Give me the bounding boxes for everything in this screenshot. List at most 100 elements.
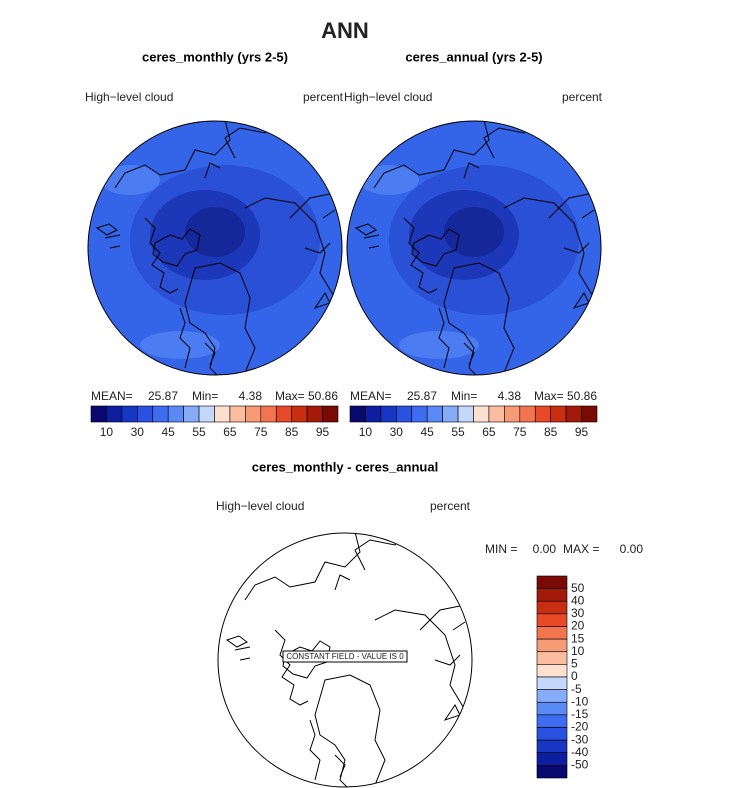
variable-name: High−level cloud xyxy=(85,90,173,104)
colorbar-label: 5 xyxy=(571,657,578,671)
colorbar-box xyxy=(536,638,568,653)
colorbar-box xyxy=(349,405,366,423)
colorbar-box xyxy=(536,701,568,716)
colorbar-box xyxy=(536,626,568,640)
stat-value: 0.00 xyxy=(620,542,644,556)
map-border xyxy=(346,120,602,376)
colorbar-box xyxy=(442,405,459,423)
colorbar-label: -15 xyxy=(571,707,589,721)
colorbar-label: 50 xyxy=(571,581,585,595)
stat-value: 4.38 xyxy=(498,389,522,403)
colorbar-box xyxy=(536,727,568,741)
colorbar-label: 30 xyxy=(131,425,145,439)
units: percent xyxy=(562,90,603,104)
colorbar-box xyxy=(536,752,568,766)
colorbar-box xyxy=(365,405,382,423)
colorbar-box xyxy=(536,765,568,779)
colorbar-box xyxy=(183,405,200,423)
colorbar-box xyxy=(275,405,292,423)
constant-note: CONSTANT FIELD - VALUE IS 0 xyxy=(286,652,404,661)
stat-value: 25.87 xyxy=(407,389,437,403)
colorbar-label: 55 xyxy=(451,425,465,439)
colorbar-box xyxy=(536,651,568,665)
colorbar-box xyxy=(536,689,568,703)
stat-label: MIN = xyxy=(485,542,517,556)
stat-label: Min= xyxy=(451,389,477,403)
colorbar-box xyxy=(322,405,339,423)
colorbar-box xyxy=(306,405,323,423)
map-border xyxy=(217,532,473,788)
colorbar-box xyxy=(536,664,568,678)
colorbar-box xyxy=(121,405,138,423)
panel-subtitle: ceres_monthly (yrs 2-5) xyxy=(142,49,288,64)
colorbar-label: 45 xyxy=(421,425,435,439)
colorbar-label: 20 xyxy=(571,619,585,633)
figure-title: ANN xyxy=(321,18,369,43)
stat-label: MEAN= xyxy=(350,389,392,403)
colorbar-box xyxy=(106,405,123,423)
colorbar-label: 65 xyxy=(482,425,496,439)
colorbar-box xyxy=(581,405,598,423)
panel-subtitle: ceres_monthly - ceres_annual xyxy=(252,459,438,474)
colorbar-label: 65 xyxy=(223,425,237,439)
colorbar-box xyxy=(536,714,568,728)
panel-subtitle: ceres_annual (yrs 2-5) xyxy=(405,49,542,64)
colorbar-box xyxy=(245,405,262,423)
colorbar-box xyxy=(536,575,568,589)
colorbar-box xyxy=(411,405,428,423)
colorbar-label: 10 xyxy=(100,425,114,439)
stat-value: 50.86 xyxy=(567,389,597,403)
colorbar-box xyxy=(380,405,397,423)
colorbar-label: 15 xyxy=(571,631,585,645)
map-field xyxy=(88,121,342,375)
variable-name: High−level cloud xyxy=(344,90,432,104)
stat-label: MEAN= xyxy=(91,389,133,403)
colorbar-label: 75 xyxy=(254,425,268,439)
stat-label: Max= xyxy=(534,389,564,403)
colorbar-label: 30 xyxy=(390,425,404,439)
colorbar-label: -50 xyxy=(571,758,589,772)
colorbar-label: -5 xyxy=(571,682,582,696)
colorbar-box xyxy=(536,600,568,615)
colorbar-box xyxy=(426,405,443,423)
stat-value: 4.38 xyxy=(239,389,263,403)
colorbar-box xyxy=(536,676,568,690)
stat-label: Min= xyxy=(192,389,218,403)
colorbar-box xyxy=(396,405,413,423)
colorbar-box xyxy=(229,405,246,423)
colorbar-label: 10 xyxy=(359,425,373,439)
units: percent xyxy=(303,90,344,104)
colorbar-box xyxy=(152,405,169,423)
map-border xyxy=(87,120,343,376)
colorbar-label: 55 xyxy=(192,425,206,439)
colorbar-box xyxy=(536,739,568,754)
map-field xyxy=(347,121,601,375)
colorbar-label: 40 xyxy=(571,593,585,607)
colorbar-box xyxy=(291,405,308,423)
colorbar-label: -20 xyxy=(571,720,589,734)
colorbar-label: -30 xyxy=(571,732,589,746)
stat-label: MAX = xyxy=(563,542,599,556)
colorbar-label: 10 xyxy=(571,644,585,658)
colorbar-box xyxy=(534,405,551,423)
colorbar-box xyxy=(565,405,582,423)
colorbar-label: 85 xyxy=(285,425,299,439)
stat-value: 25.87 xyxy=(148,389,178,403)
colorbar-box xyxy=(473,405,490,423)
colorbar-label: -10 xyxy=(571,694,589,708)
colorbar-label: 45 xyxy=(162,425,176,439)
stat-value: 0.00 xyxy=(533,542,557,556)
colorbar-box xyxy=(167,405,184,423)
colorbar-box xyxy=(90,405,107,423)
colorbar-box xyxy=(536,613,568,627)
colorbar-box xyxy=(519,405,536,423)
colorbar-box xyxy=(457,405,474,423)
variable-name: High−level cloud xyxy=(216,499,304,513)
colorbar-label: -40 xyxy=(571,745,589,759)
colorbar-box xyxy=(260,405,277,423)
colorbar-box xyxy=(488,405,505,423)
colorbar-label: 30 xyxy=(571,606,585,620)
colorbar-label: 75 xyxy=(513,425,527,439)
